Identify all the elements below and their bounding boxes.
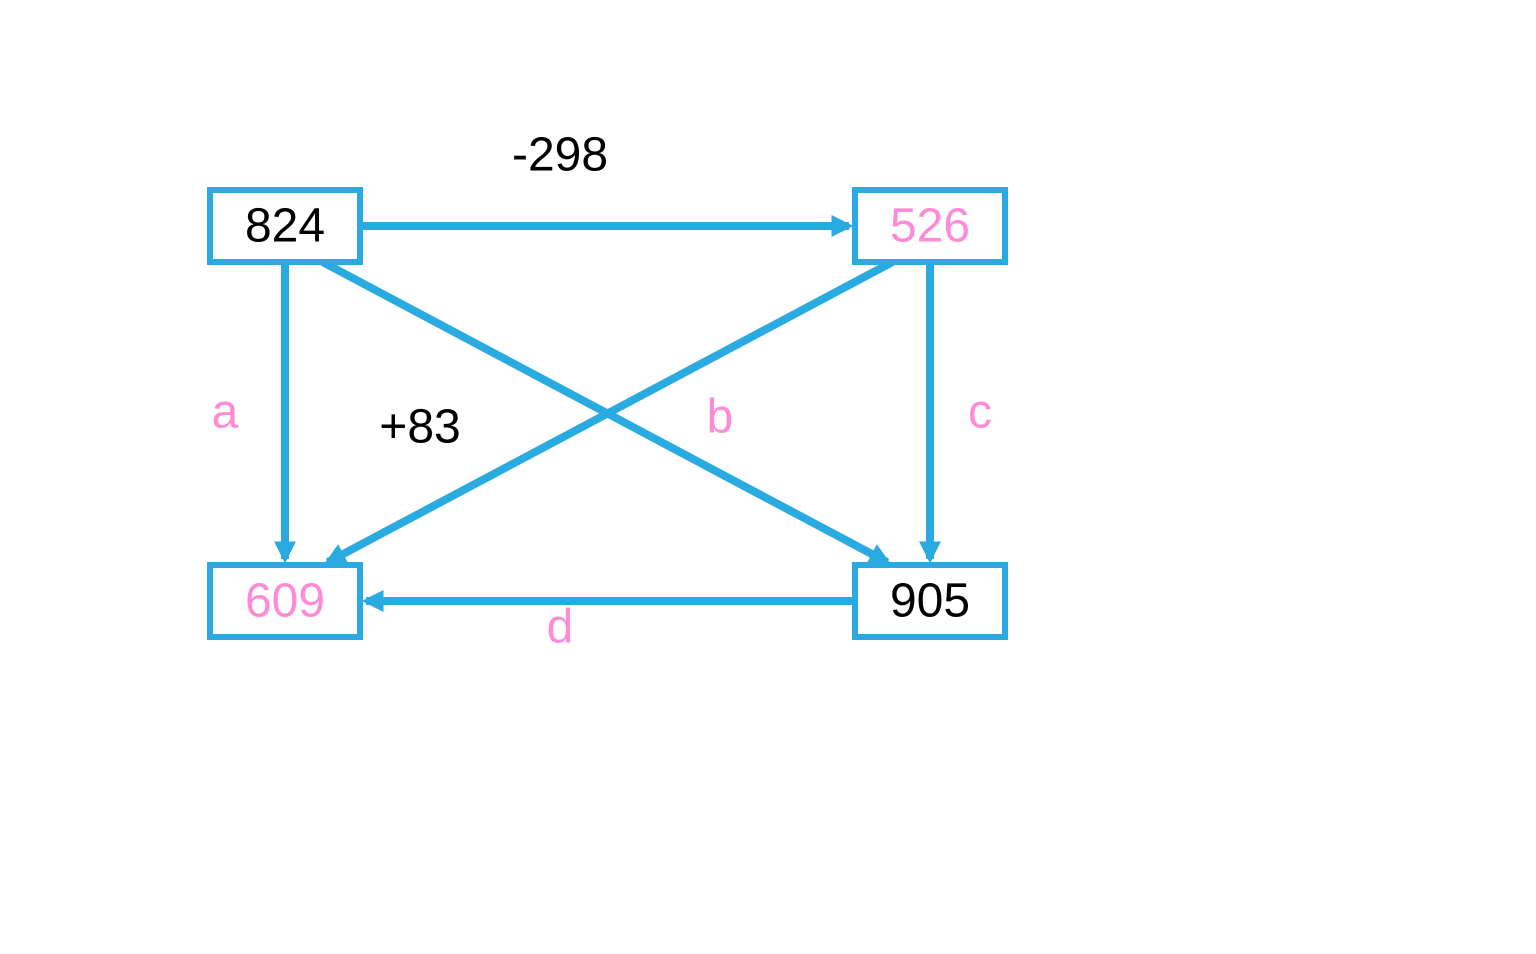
node-label: 609	[245, 575, 325, 628]
edge-label-e_83: +83	[379, 401, 460, 454]
node-n824: 824	[210, 190, 360, 262]
node-n905: 905	[855, 565, 1005, 637]
edge-label-e_top: -298	[512, 129, 608, 182]
node-label: 905	[890, 575, 970, 628]
edge-label-e_d: d	[547, 601, 574, 654]
edge-label-e_b: b	[707, 391, 734, 444]
edge-label-e_a: a	[212, 386, 239, 439]
node-label: 526	[890, 200, 970, 253]
diagram-canvas: 824 526 609 905 -298 a +83 b c d	[0, 0, 1536, 954]
node-n609: 609	[210, 565, 360, 637]
node-n526: 526	[855, 190, 1005, 262]
node-label: 824	[245, 200, 325, 253]
edge-label-e_c: c	[968, 386, 992, 439]
